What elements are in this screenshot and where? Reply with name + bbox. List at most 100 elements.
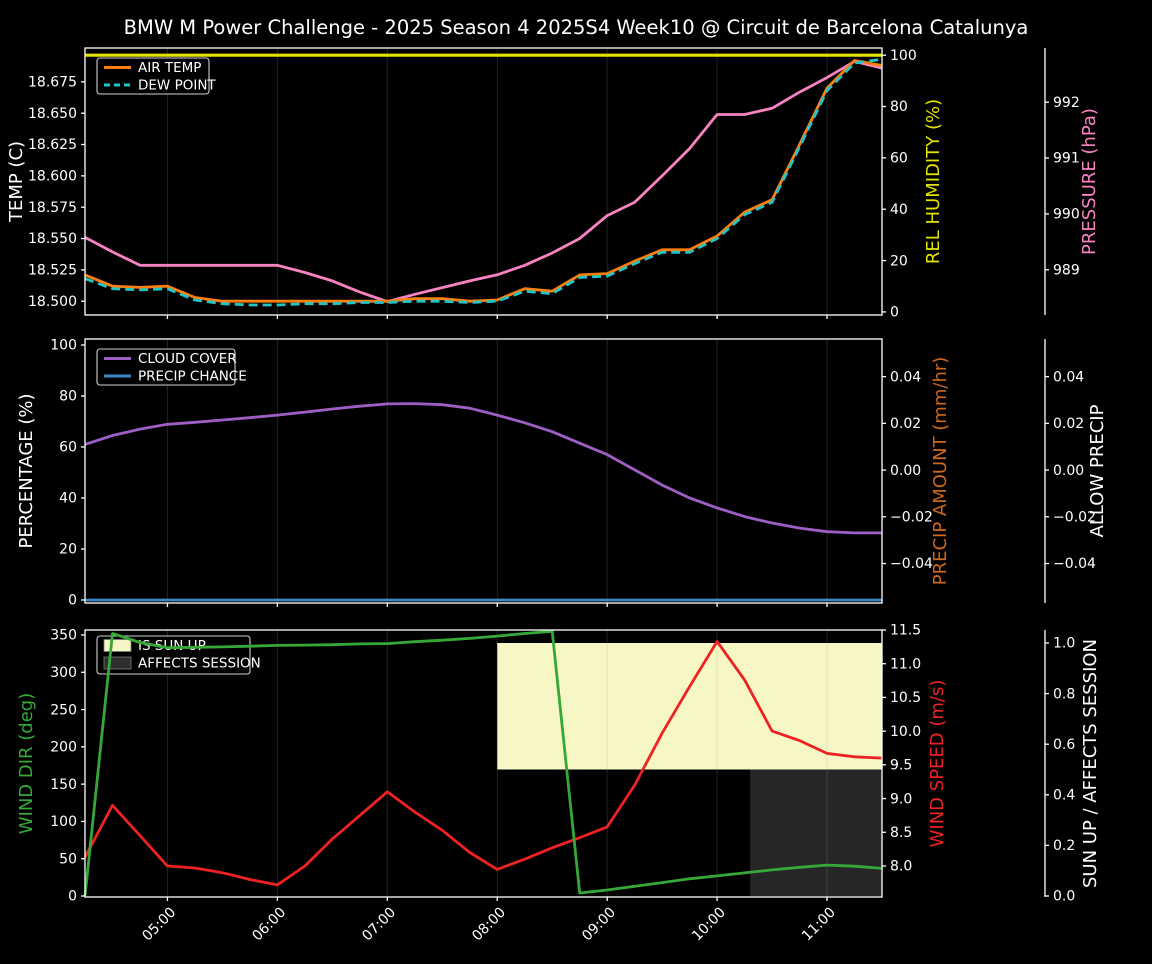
tick-label: 0.8 (1053, 686, 1075, 702)
legend: AIR TEMP DEW POINT (96, 57, 216, 95)
legend-item-affects-session: AFFECTS SESSION (103, 656, 261, 672)
tick-label: 18.575 (28, 200, 77, 216)
tick-label: 80 (890, 99, 908, 115)
tick-label: 40 (59, 491, 77, 507)
legend-item-dew-point: DEW POINT (104, 78, 216, 94)
temp-c-axis-label: TEMP (C) (6, 141, 27, 223)
tick-label: 0.02 (890, 416, 921, 432)
rel-humidity-axis-label: REL HUMIDITY (%) (923, 99, 944, 264)
plot-border (84, 629, 883, 898)
wind-dir-deg-axis-label: WIND DIR (deg) (16, 693, 37, 835)
tick-label: 150 (50, 777, 77, 793)
tick-label: 0.2 (1053, 838, 1075, 854)
x-tick-label: 07:00 (359, 905, 399, 945)
tick-label: 18.650 (28, 106, 77, 122)
y-ticks-offset-right: 989 990 991 992 (1044, 48, 1080, 315)
y-ticks-offset-right: 0.0 0.2 0.4 0.6 0.8 1.0 (1044, 630, 1075, 905)
subplot-wind-sun-session: IS SUN UP AFFECTS SESSION 0 50 100 150 200 250 3… (16, 623, 1101, 945)
tick-label: 0.04 (1053, 369, 1084, 385)
legend-label-affects-session: AFFECTS SESSION (138, 656, 261, 672)
x-tick-label: 09:00 (579, 905, 619, 945)
allow-precip-axis-label: ALLOW PRECIP (1087, 404, 1108, 537)
plot-border (84, 338, 883, 604)
x-tick-label: 08:00 (469, 905, 509, 945)
tick-label: 990 (1053, 207, 1080, 223)
tick-label: 8.5 (890, 825, 912, 841)
x-tick-label: 06:00 (249, 905, 289, 945)
y-ticks-left: 18.675 18.650 18.625 18.600 18.575 18.550 18.5… (28, 75, 85, 310)
precip-amount-mm-hr-axis-label: PRECIP AMOUNT (mm/hr) (930, 357, 951, 586)
x-ticks (166, 315, 828, 319)
y-ticks-right: 0 20 40 60 80 100 (882, 48, 917, 321)
y-ticks-offset-right: 0.04 0.02 0.00 −0.02 −0.04 (1044, 339, 1096, 603)
tick-label: 60 (59, 440, 77, 456)
tick-label: 0 (68, 593, 77, 609)
tick-label: 1.0 (1053, 636, 1075, 652)
percentage-axis-label: PERCENTAGE (%) (16, 393, 37, 548)
tick-label: 9.5 (890, 758, 912, 774)
tick-label: 80 (59, 389, 77, 405)
subplot-cloud-precip: CLOUD COVER PRECIP CHANCE 0 20 40 60 80 100 0.04… (16, 338, 1108, 609)
legend-box (96, 348, 236, 386)
tick-label: 0.0 (1053, 889, 1075, 905)
tick-label: 250 (50, 702, 77, 718)
pressure-hpa-axis-label: PRESSURE (hPa) (1079, 108, 1100, 255)
x-tick-label: 05:00 (139, 905, 179, 945)
tick-label: 992 (1053, 95, 1080, 111)
legend: CLOUD COVER PRECIP CHANCE (96, 348, 247, 386)
is-sun-up-swatch (103, 639, 132, 652)
tick-label: 0.00 (890, 463, 921, 479)
tick-label: −0.04 (890, 556, 933, 572)
tick-label: −0.02 (890, 509, 933, 525)
tick-label: −0.02 (1053, 509, 1096, 525)
tick-label: 60 (890, 151, 908, 167)
legend: IS SUN UP AFFECTS SESSION (96, 635, 261, 675)
tick-label: 0.02 (1053, 416, 1084, 432)
y-ticks-left: 0 20 40 60 80 100 (50, 338, 85, 609)
sun-up-affects-session-axis-label: SUN UP / AFFECTS SESSION (1080, 639, 1101, 888)
tick-label: 11.0 (890, 656, 921, 672)
x-tick-label: 10:00 (689, 905, 729, 945)
subplot-temperature-humidity-pressure: AIR TEMP DEW POINT 18.675 18.650 18.625 18.60… (6, 47, 1100, 321)
tick-label: 300 (50, 665, 77, 681)
x-tick-label: 11:00 (799, 905, 839, 945)
series-cloud-cover-line (84, 402, 882, 535)
tick-label: 18.525 (28, 263, 77, 279)
tick-label: 18.675 (28, 75, 77, 91)
tick-label: 0 (68, 889, 77, 905)
figure-title: BMW M Power Challenge - 2025 Season 4 20… (123, 16, 1029, 39)
gridlines (166, 339, 828, 603)
tick-label: 100 (50, 814, 77, 830)
y-ticks-right: 0.04 0.02 0.00 −0.02 −0.04 (882, 369, 933, 572)
plot-border (84, 47, 883, 316)
y-ticks-right: 8.0 8.5 9.0 9.5 10.0 10.5 11.0 11.5 (882, 623, 921, 875)
tick-label: 50 (59, 851, 77, 867)
series-wind-speed-line (83, 640, 883, 887)
y-ticks-left: 0 50 100 150 200 250 300 350 (50, 628, 85, 905)
series-pressure-line (84, 60, 883, 304)
affects-session-region (750, 769, 882, 896)
tick-label: 40 (890, 202, 908, 218)
series-dew-point-line (84, 57, 883, 307)
tick-label: 991 (1053, 151, 1080, 167)
tick-label: 0.00 (1053, 463, 1084, 479)
tick-label: 350 (50, 628, 77, 644)
series-air-temp-line (84, 59, 883, 303)
legend-label-cloud-cover: CLOUD COVER (138, 351, 237, 367)
tick-label: 18.625 (28, 137, 77, 153)
tick-label: 100 (890, 48, 917, 64)
legend-label-precip-chance: PRECIP CHANCE (138, 369, 247, 385)
tick-label: 18.500 (28, 294, 77, 310)
legend-label-dew-point: DEW POINT (138, 78, 216, 94)
x-ticks (166, 603, 828, 607)
tick-label: −0.04 (1053, 556, 1096, 572)
legend-item-air-temp: AIR TEMP (104, 60, 201, 76)
tick-label: 10.0 (890, 724, 921, 740)
tick-label: 9.0 (890, 791, 912, 807)
tick-label: 18.550 (28, 231, 77, 247)
tick-label: 200 (50, 740, 77, 756)
legend-label-air-temp: AIR TEMP (138, 60, 201, 76)
wind-speed-m-s-axis-label: WIND SPEED (m/s) (927, 680, 948, 848)
tick-label: 989 (1053, 262, 1080, 278)
